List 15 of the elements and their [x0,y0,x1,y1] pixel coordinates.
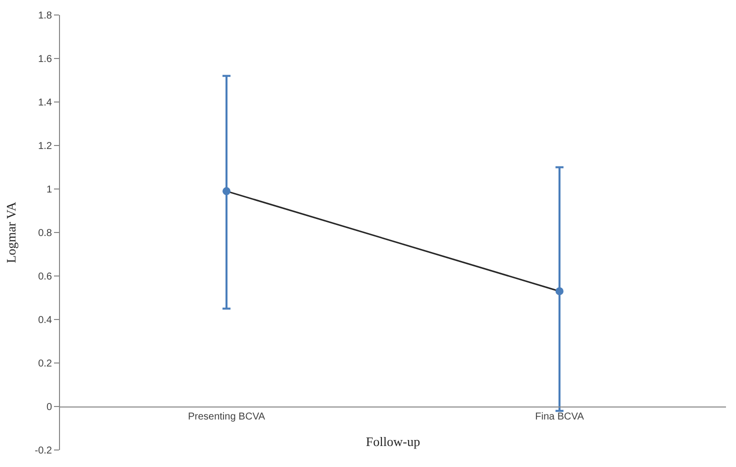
y-tick-label: 1.4 [38,98,52,108]
y-tick-label: -0.2 [34,446,52,456]
y-axis-title: Logmar VA [4,201,19,264]
y-tick-label: 0.6 [38,272,52,282]
y-tick-label: 1.2 [38,141,52,152]
y-tick-label: 1 [46,184,52,196]
x-axis-title: Follow-up [366,434,420,450]
y-tick-label: 0 [46,402,52,413]
x-tick-label: Fina BCVA [535,412,584,422]
y-tick-label: 0.2 [38,358,52,370]
x-tick-label: Presenting BCVA [188,412,266,422]
y-tick-label: 0.4 [38,315,52,326]
y-tick-label: 1.6 [38,54,52,65]
y-tick-label: 0.8 [38,228,52,239]
y-tick-label: 1.8 [38,10,52,22]
